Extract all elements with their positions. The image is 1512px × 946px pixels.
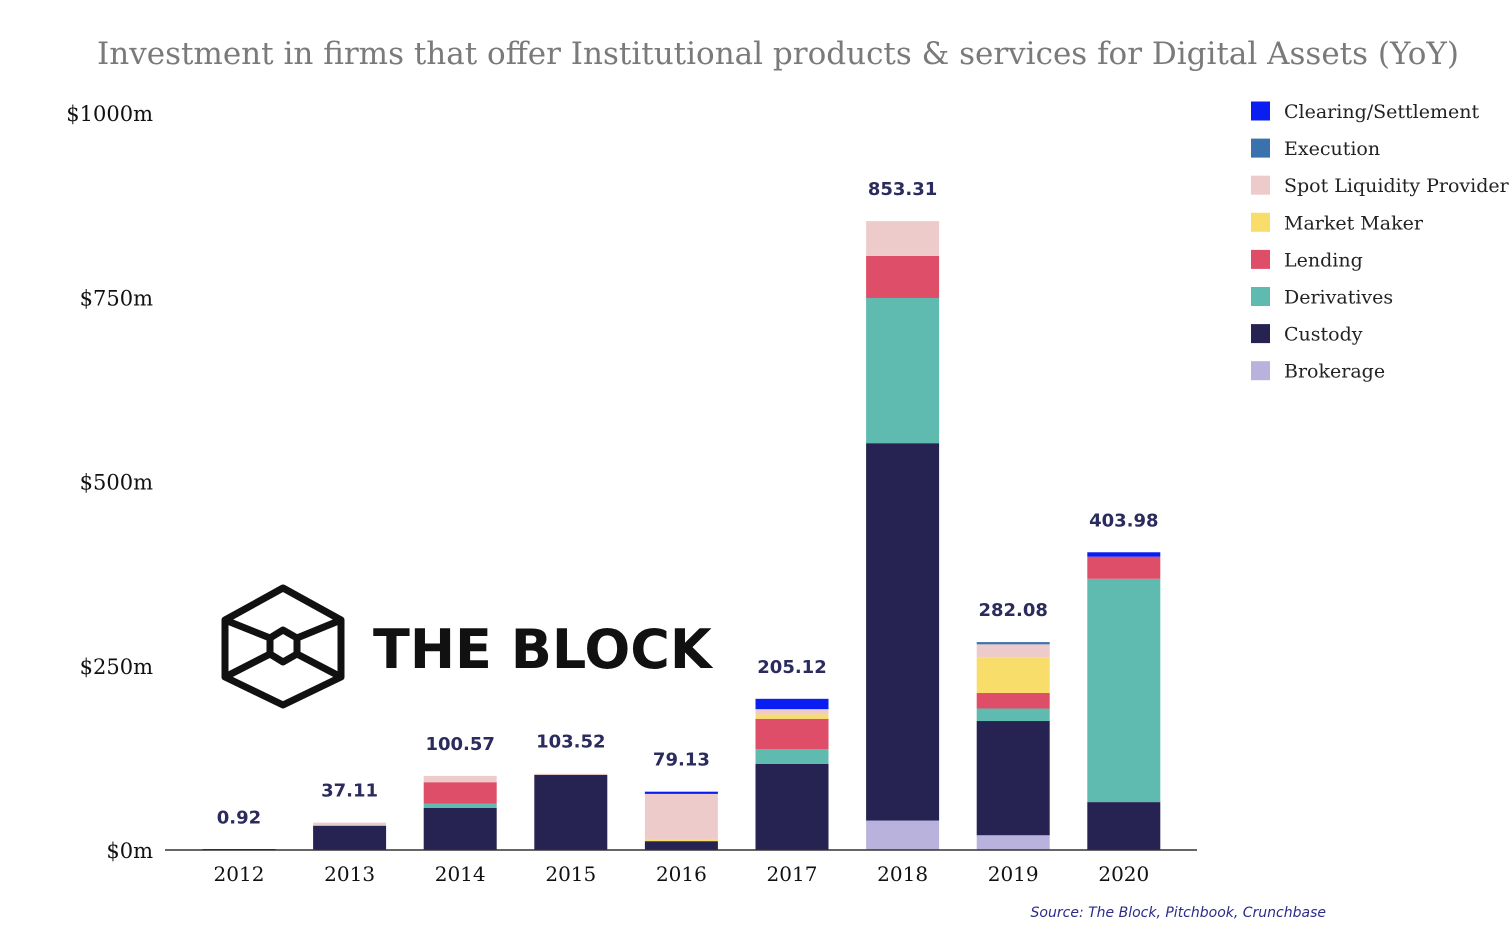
the-block-logo: THE BLOCK <box>221 584 714 709</box>
legend-swatch <box>1251 101 1270 121</box>
bar-segment-custody-2015 <box>534 774 608 850</box>
x-tick-label: 2015 <box>545 862 596 886</box>
legend-label: Clearing/Settlement <box>1284 101 1479 123</box>
legend: Clearing/Settlement Execution Spot Liquidi… <box>1251 101 1510 383</box>
bar-segment-lending-2019 <box>976 693 1050 709</box>
total-label-2018: 853.31 <box>868 179 937 200</box>
x-tick-label: 2014 <box>435 862 486 886</box>
source-note: Source: The Block, Pitchbook, Crunchbase <box>1031 905 1326 921</box>
bar-segment-execution-2019 <box>976 642 1050 645</box>
y-tick-label: $750m <box>80 286 153 310</box>
total-label-2013: 37.11 <box>321 781 378 802</box>
total-labels: 0.92 37.11 100.57 103.52 79.13 205.12 853.31 28… <box>217 179 1159 828</box>
total-label-2019: 282.08 <box>978 600 1047 621</box>
bar-segment-derivatives-2019 <box>976 708 1050 722</box>
legend-label: Execution <box>1284 138 1380 160</box>
bar-segment-custody-2019 <box>976 721 1050 836</box>
total-label-2015: 103.52 <box>536 732 605 753</box>
bar-segment-spot-liquidity-provider-2016 <box>644 793 718 839</box>
bar-segment-lending-2018 <box>866 255 940 298</box>
bar-segment-spot-liquidity-provider-2018 <box>866 221 940 256</box>
total-label-2020: 403.98 <box>1089 510 1158 531</box>
y-tick-label: $500m <box>80 471 153 495</box>
x-tick-label: 2020 <box>1098 862 1149 886</box>
legend-swatch <box>1251 249 1270 269</box>
bar-segment-spot-liquidity-provider-2017 <box>755 709 829 715</box>
x-tick-label: 2019 <box>988 862 1039 886</box>
bar-segment-brokerage-2018 <box>866 820 940 850</box>
bar-segment-custody-2017 <box>755 763 829 850</box>
bar-segment-lending-2020 <box>1087 556 1161 579</box>
legend-swatch <box>1251 138 1270 158</box>
bar-segment-clearing-settlement-2016 <box>644 791 718 794</box>
legend-label: Spot Liquidity Provider <box>1284 175 1510 197</box>
legend-label: Derivatives <box>1284 287 1393 309</box>
bar-segment-derivatives-2018 <box>866 297 940 444</box>
total-label-2012: 0.92 <box>217 807 261 828</box>
x-tick-label: 2017 <box>767 862 818 886</box>
legend-swatch <box>1251 212 1270 232</box>
bar-segment-brokerage-2019 <box>976 835 1050 850</box>
bar-segment-market-maker-2017 <box>755 714 829 719</box>
legend-swatch <box>1251 361 1270 381</box>
y-tick-label: $250m <box>80 655 153 679</box>
x-tick-label: 2016 <box>656 862 707 886</box>
bar-segment-custody-2020 <box>1087 802 1161 850</box>
bar-segment-lending-2014 <box>423 782 497 804</box>
bar-segment-spot-liquidity-provider-2015 <box>534 773 608 775</box>
bar-segment-custody-2016 <box>644 841 718 850</box>
total-label-2014: 100.57 <box>425 734 494 755</box>
bars <box>202 221 1161 850</box>
bar-segment-spot-liquidity-provider-2014 <box>423 775 497 783</box>
x-axis: 2012 2013 2014 2015 2016 2017 2018 2019 2020 <box>214 862 1150 886</box>
legend-swatch <box>1251 175 1270 195</box>
legend-swatch <box>1251 287 1270 306</box>
legend-swatch <box>1251 324 1270 344</box>
bar-segment-custody-2018 <box>866 443 940 821</box>
bar-segment-spot-liquidity-provider-2019 <box>976 644 1050 658</box>
bar-segment-derivatives-2014 <box>423 803 497 808</box>
total-label-2017: 205.12 <box>757 657 826 678</box>
bar-segment-derivatives-2020 <box>1087 578 1161 803</box>
bar-segment-clearing-settlement-2020 <box>1087 552 1161 557</box>
bar-segment-lending-2017 <box>755 718 829 750</box>
bar-segment-market-maker-2019 <box>976 657 1050 694</box>
y-tick-label: $1000m <box>66 102 153 126</box>
y-tick-label: $0m <box>106 839 153 863</box>
bar-segment-clearing-settlement-2017 <box>755 698 829 710</box>
x-tick-label: 2012 <box>214 862 265 886</box>
chart-title: Investment in firms that offer Instituti… <box>97 36 1459 72</box>
y-axis: $0m $250m $500m $750m $1000m <box>66 102 153 863</box>
x-tick-label: 2018 <box>877 862 928 886</box>
logo-text: THE BLOCK <box>373 618 714 681</box>
x-tick-label: 2013 <box>324 862 375 886</box>
bar-segment-derivatives-2017 <box>755 749 829 764</box>
cube-icon <box>221 584 345 709</box>
legend-label: Market Maker <box>1284 212 1424 234</box>
bar-segment-market-maker-2016 <box>644 838 718 842</box>
total-label-2016: 79.13 <box>653 750 710 771</box>
bar-segment-custody-2014 <box>423 807 497 850</box>
legend-label: Brokerage <box>1284 361 1385 383</box>
bar-segment-spot-liquidity-provider-2013 <box>313 822 387 826</box>
legend-label: Lending <box>1284 249 1363 271</box>
bar-segment-custody-2013 <box>313 825 387 850</box>
legend-label: Custody <box>1284 324 1363 346</box>
